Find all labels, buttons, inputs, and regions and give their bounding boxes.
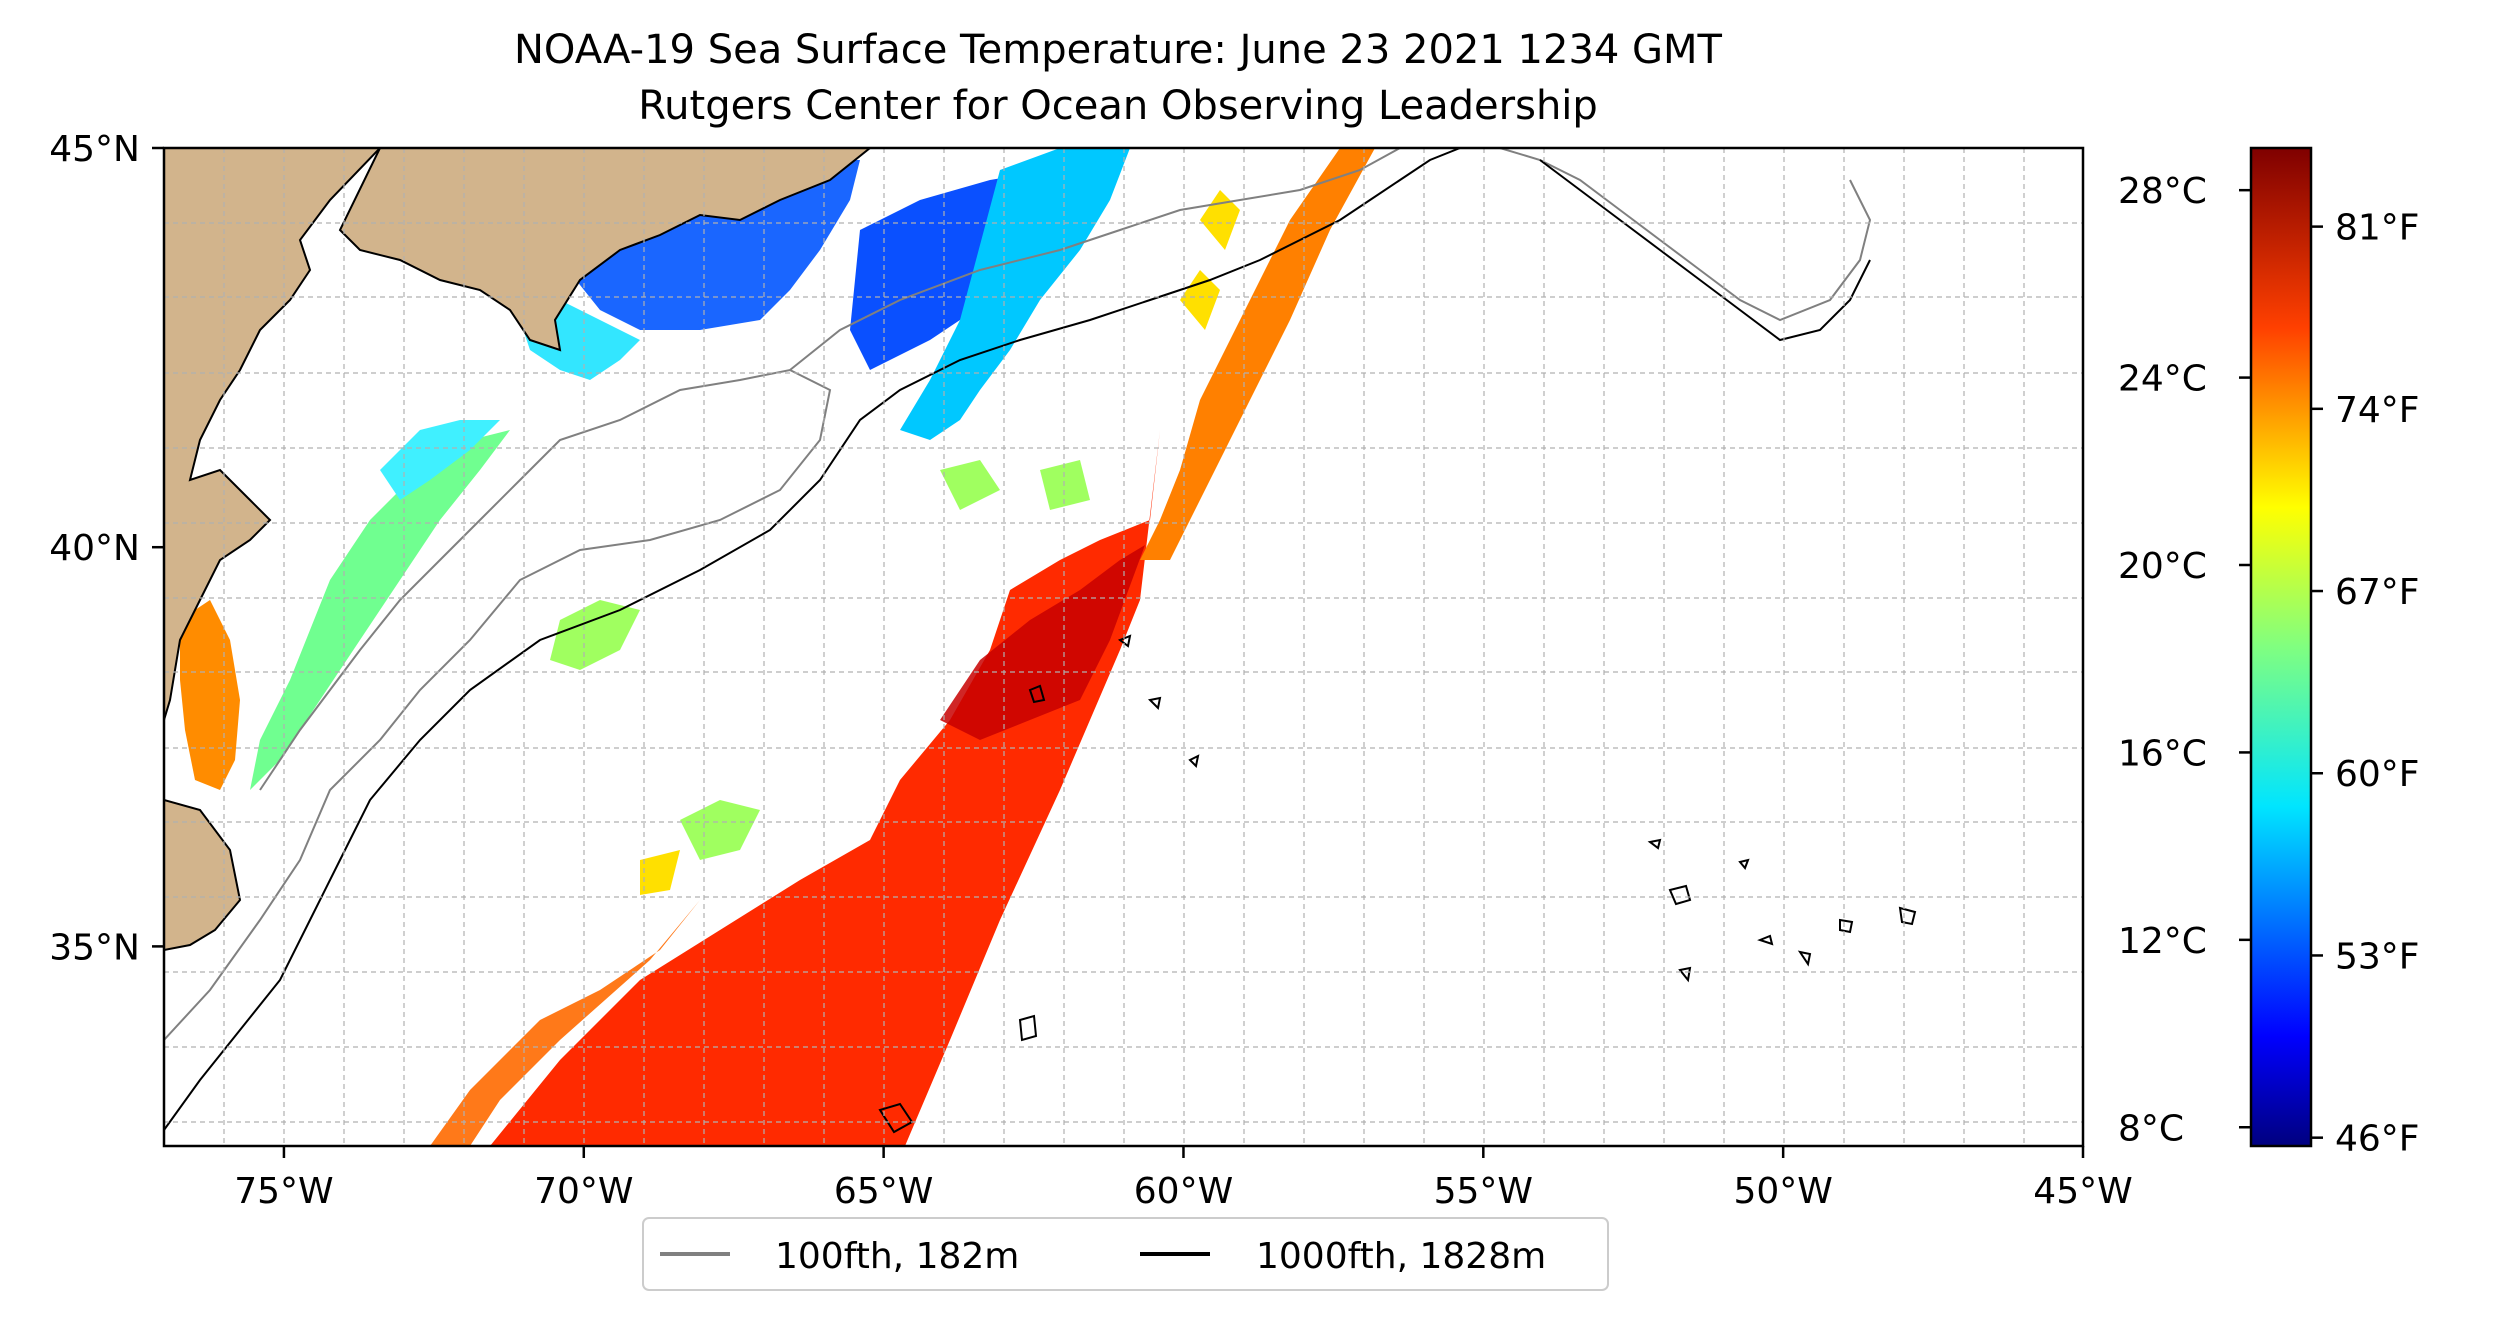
sst-orange-chesapeake <box>180 600 240 790</box>
lon-tick-label: 55°W <box>1434 1171 1533 1212</box>
colorbar: 28°C 24°C 20°C 16°C 12°C 8°C 81°F 74°F 67°F 60°F… <box>2118 146 2420 1160</box>
sst-green-mid-atlantic <box>250 430 510 790</box>
land-maine-nova-scotia <box>338 148 872 352</box>
latitude-axis: 45°N 40°N 35°N <box>49 129 164 968</box>
legend-box <box>642 1217 1609 1291</box>
lon-tick-label: 45°W <box>2033 1171 2132 1212</box>
isobath-legend: 100fth, 182m 1000fth, 1828m <box>642 1217 1609 1291</box>
lon-tick-label: 70°W <box>534 1171 633 1212</box>
map-title-line1: NOAA-19 Sea Surface Temperature: June 23… <box>514 27 1723 73</box>
colorbar-fahrenheit-label: 60°F <box>2335 754 2420 795</box>
lat-tick-label: 35°N <box>49 927 140 968</box>
land-northeast-us <box>164 148 382 721</box>
seamount-contours <box>878 634 1917 1134</box>
colorbar-fahrenheit-label: 67°F <box>2335 572 2420 613</box>
sst-swath-warm <box>490 430 1160 1146</box>
colorbar-fahrenheit-label: 46°F <box>2335 1119 2420 1160</box>
colorbar-fahrenheit-label: 81°F <box>2335 208 2420 249</box>
colorbar-celsius-label: 28°C <box>2118 171 2207 212</box>
colorbar-celsius-label: 8°C <box>2118 1108 2184 1149</box>
map-frame <box>162 146 2085 1148</box>
sst-swath-darkred <box>940 545 1145 740</box>
sst-swath-west-fringe <box>430 900 700 1146</box>
legend-label-1000fth: 1000fth, 1828m <box>1256 1236 1546 1277</box>
land-southeast-coast <box>164 798 242 952</box>
sst-cyan-scotian <box>900 148 1130 440</box>
isobath-1000fth <box>164 148 1871 1131</box>
lon-tick-label: 75°W <box>234 1171 333 1212</box>
isobath-100fth <box>164 148 1872 1041</box>
map-panel <box>164 148 2083 1146</box>
colorbar-celsius-label: 12°C <box>2118 921 2207 962</box>
sst-swath-orange <box>1140 148 1375 560</box>
lat-tick-label: 40°N <box>49 528 140 569</box>
sst-cyan-nj-shelf <box>380 420 500 500</box>
lat-tick-label: 45°N <box>49 129 140 170</box>
lon-tick-label: 60°W <box>1134 1171 1233 1212</box>
colorbar-fahrenheit-axis: 81°F 74°F 67°F 60°F 53°F 46°F <box>2311 208 2420 1160</box>
colorbar-fahrenheit-label: 53°F <box>2335 936 2420 977</box>
legend-label-100fth: 100fth, 182m <box>775 1236 1019 1277</box>
map-gridlines <box>164 148 2083 1146</box>
colorbar-celsius-axis: 28°C 24°C 20°C 16°C 12°C 8°C <box>2118 171 2251 1149</box>
sst-cold-gulf-of-maine <box>560 160 860 330</box>
lon-tick-label: 50°W <box>1733 1171 1832 1212</box>
longitude-axis: 75°W 70°W 65°W 60°W 55°W 50°W 45°W <box>234 1146 2133 1212</box>
colorbar-gradient <box>2249 146 2313 1148</box>
colorbar-celsius-label: 24°C <box>2118 359 2207 400</box>
colorbar-fahrenheit-label: 74°F <box>2335 390 2420 431</box>
colorbar-celsius-label: 20°C <box>2118 546 2207 587</box>
colorbar-celsius-label: 16°C <box>2118 733 2207 774</box>
map-title-line2: Rutgers Center for Ocean Observing Leade… <box>638 83 1598 129</box>
lon-tick-label: 65°W <box>834 1171 933 1212</box>
